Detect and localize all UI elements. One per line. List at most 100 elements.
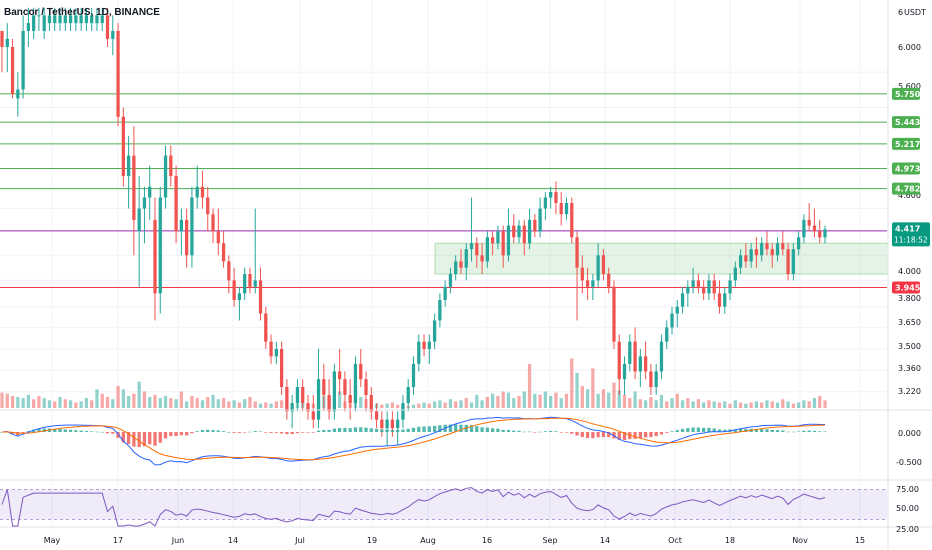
candle-body: [316, 379, 321, 420]
macd-histogram-bar: [775, 430, 780, 432]
macd-histogram-bar: [185, 432, 189, 436]
macd-histogram-bar: [84, 431, 89, 432]
candle-body: [765, 243, 769, 250]
time-tick-label: 16: [482, 536, 492, 545]
candle-body: [696, 280, 701, 287]
volume-bar: [717, 402, 722, 408]
volume-bar: [448, 399, 453, 408]
volume-bar: [269, 403, 273, 408]
candle-body: [132, 155, 136, 220]
price-tick-label: 3.360: [898, 364, 921, 373]
candle-body: [443, 286, 447, 300]
volume-bar: [670, 398, 674, 408]
candle-body: [564, 203, 569, 215]
volume-bar: [665, 401, 669, 408]
macd-histogram-bar: [301, 432, 305, 433]
volume-bar: [116, 386, 120, 408]
candle-body: [818, 231, 822, 238]
macd-histogram-bar: [0, 432, 4, 433]
price-tick-label: 6.000: [898, 43, 921, 52]
macd-histogram-bar: [570, 432, 574, 434]
volume-bar: [802, 400, 806, 408]
candle-body: [781, 243, 785, 250]
time-tick-label: 14: [228, 536, 238, 545]
price-tick-label: 3.500: [898, 342, 921, 351]
candle-body: [322, 379, 326, 395]
currency-label: USDT: [904, 8, 926, 17]
volume-bar: [770, 401, 774, 408]
macd-histogram-bar: [142, 432, 147, 447]
macd-histogram-bar: [285, 432, 289, 435]
macd-histogram-bar: [327, 429, 331, 432]
macd-histogram-bar: [823, 431, 827, 433]
volume-bar: [248, 397, 252, 408]
candle-body: [417, 341, 421, 364]
volume-bar: [675, 393, 679, 408]
candle-body: [121, 116, 125, 177]
candle-body: [480, 255, 484, 262]
rsi-tick-label: 25.00: [896, 525, 919, 534]
price-tick-label: 3.650: [898, 318, 921, 327]
macd-histogram-bar: [322, 429, 326, 432]
volume-bar: [469, 402, 474, 408]
macd-histogram-bar: [733, 429, 737, 432]
macd-histogram-bar: [279, 432, 284, 434]
candle-body: [137, 208, 141, 232]
level-badge: [892, 137, 920, 150]
candle-body: [380, 419, 384, 429]
rsi-line: [1, 487, 826, 527]
candle-body: [680, 293, 685, 307]
macd-histogram-bar: [659, 432, 664, 435]
volume-bar: [712, 401, 716, 408]
candle-body: [374, 411, 379, 420]
macd-histogram-bar: [237, 432, 242, 433]
macd-histogram-bar: [601, 432, 606, 438]
macd-histogram-bar: [79, 430, 83, 432]
macd-histogram-bar: [269, 432, 273, 433]
macd-histogram-bar: [643, 432, 648, 438]
macd-histogram-bar: [316, 430, 321, 432]
macd-histogram-bar: [585, 432, 590, 438]
volume-bar: [781, 399, 785, 408]
macd-histogram-bar: [158, 432, 162, 443]
macd-histogram-bar: [63, 429, 67, 432]
time-tick-label: 14: [600, 536, 610, 545]
macd-histogram-bar: [670, 431, 674, 432]
candle-body: [691, 280, 695, 287]
volume-bar: [385, 403, 389, 408]
macd-histogram-bar: [353, 427, 358, 432]
volume-bar: [823, 400, 827, 408]
rsi-tick-label: 75.00: [896, 485, 919, 494]
volume-bar: [691, 401, 695, 408]
candle-body: [126, 155, 131, 177]
candle-body: [116, 30, 120, 117]
macd-histogram-bar: [796, 431, 801, 432]
symbol-title: Bancor / TetherUS, 1D, BINANCE: [4, 7, 160, 18]
volume-bar: [126, 395, 131, 408]
candle-body: [649, 371, 653, 388]
volume-bar: [253, 401, 257, 408]
candle-body: [185, 219, 189, 256]
level-badge-label: 5.217: [895, 140, 920, 149]
candle-body: [791, 249, 795, 274]
time-tick-label: 15: [855, 536, 865, 545]
candle-body: [533, 219, 537, 232]
volume-bar: [26, 394, 31, 408]
candle-body: [459, 261, 463, 268]
volume-bar: [659, 394, 664, 408]
candle-body: [522, 225, 526, 244]
macd-histogram-bar: [422, 426, 426, 432]
macd-histogram-bar: [538, 431, 542, 433]
macd-histogram-bar: [665, 432, 669, 433]
time-tick-label: Aug: [420, 536, 436, 545]
time-axis[interactable]: May 17 Jun 14 Jul 19 Aug 16 Sep 14 Oct 18 Nov 15: [44, 536, 865, 545]
volume-bar: [195, 398, 199, 408]
candle-body: [654, 371, 658, 388]
candle-body: [723, 293, 727, 307]
volume-bar: [686, 398, 690, 408]
price-tick-label: 3.800: [898, 294, 921, 303]
candle-body: [5, 38, 9, 47]
volume-bar: [443, 402, 447, 408]
